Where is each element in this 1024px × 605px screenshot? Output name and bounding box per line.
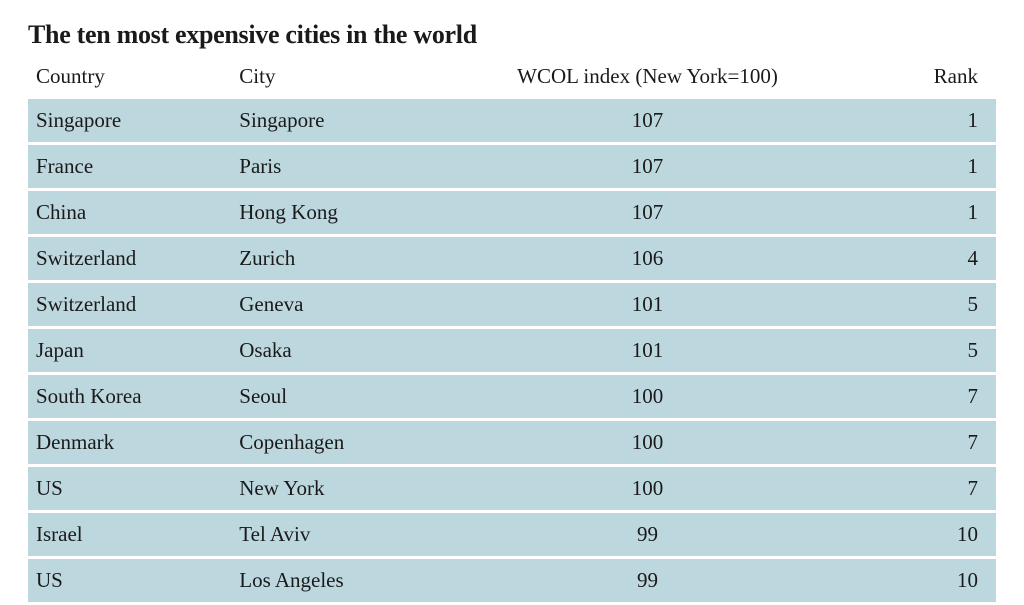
cell-country: Denmark [28,420,231,466]
table-row: Singapore Singapore 107 1 [28,99,996,144]
cell-index: 101 [483,282,812,328]
cell-city: Hong Kong [231,190,483,236]
cell-rank: 10 [812,558,996,604]
cell-city: Paris [231,144,483,190]
table-row: Switzerland Zurich 106 4 [28,236,996,282]
table-row: Denmark Copenhagen 100 7 [28,420,996,466]
header-index: WCOL index (New York=100) [483,58,812,99]
cell-city: New York [231,466,483,512]
table-row: Japan Osaka 101 5 [28,328,996,374]
table-row: South Korea Seoul 100 7 [28,374,996,420]
cell-country: South Korea [28,374,231,420]
cell-city: Seoul [231,374,483,420]
expensive-cities-table: Country City WCOL index (New York=100) R… [28,58,996,605]
table-header-row: Country City WCOL index (New York=100) R… [28,58,996,99]
cell-index: 100 [483,374,812,420]
table-row: Switzerland Geneva 101 5 [28,282,996,328]
header-city: City [231,58,483,99]
table-row: US New York 100 7 [28,466,996,512]
cell-rank: 1 [812,190,996,236]
cell-city: Osaka [231,328,483,374]
cell-index: 100 [483,420,812,466]
cell-city: Copenhagen [231,420,483,466]
cell-index: 99 [483,512,812,558]
header-country: Country [28,58,231,99]
cell-city: Zurich [231,236,483,282]
table-body: Singapore Singapore 107 1 France Paris 1… [28,99,996,604]
cell-rank: 1 [812,144,996,190]
cell-city: Singapore [231,99,483,144]
table-title: The ten most expensive cities in the wor… [28,20,996,50]
cell-index: 106 [483,236,812,282]
cell-rank: 10 [812,512,996,558]
cell-country: China [28,190,231,236]
cell-index: 107 [483,144,812,190]
cell-country: Israel [28,512,231,558]
cell-rank: 7 [812,374,996,420]
cell-country: Japan [28,328,231,374]
cell-rank: 1 [812,99,996,144]
header-rank: Rank [812,58,996,99]
table-row: US Los Angeles 99 10 [28,558,996,604]
cell-country: US [28,466,231,512]
cell-rank: 5 [812,328,996,374]
cell-rank: 5 [812,282,996,328]
cell-rank: 4 [812,236,996,282]
cell-country: France [28,144,231,190]
cell-index: 107 [483,99,812,144]
table-row: Israel Tel Aviv 99 10 [28,512,996,558]
cell-country: US [28,558,231,604]
cell-city: Tel Aviv [231,512,483,558]
cell-country: Switzerland [28,236,231,282]
cell-country: Singapore [28,99,231,144]
cell-city: Geneva [231,282,483,328]
table-row: France Paris 107 1 [28,144,996,190]
cell-city: Los Angeles [231,558,483,604]
cell-country: Switzerland [28,282,231,328]
cell-rank: 7 [812,466,996,512]
table-row: China Hong Kong 107 1 [28,190,996,236]
cell-rank: 7 [812,420,996,466]
cell-index: 100 [483,466,812,512]
cell-index: 107 [483,190,812,236]
cell-index: 101 [483,328,812,374]
cell-index: 99 [483,558,812,604]
